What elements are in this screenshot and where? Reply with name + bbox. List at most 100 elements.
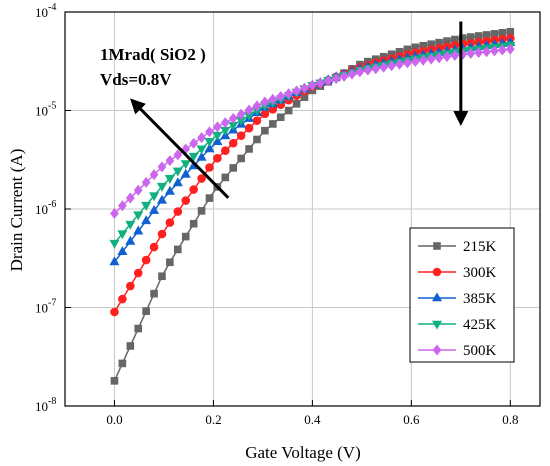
data-point-500K	[363, 64, 373, 76]
data-point-300K	[133, 268, 143, 278]
data-point-500K	[268, 93, 278, 105]
data-point-500K	[292, 85, 301, 97]
data-point-500K	[482, 46, 491, 58]
data-point-215K	[158, 272, 166, 281]
data-point-385K	[164, 185, 175, 195]
data-point-425K	[188, 152, 199, 162]
y-tick-base: 10	[35, 104, 48, 119]
trend-arrow-1	[130, 98, 230, 199]
data-point-500K	[442, 51, 452, 63]
data-point-215K	[181, 232, 190, 241]
data-point-500K	[490, 45, 499, 57]
data-point-300K	[221, 146, 230, 156]
data-point-500K	[220, 117, 230, 129]
data-point-215K	[150, 289, 158, 298]
data-point-300K	[236, 131, 246, 140]
y-tick-base: 10	[35, 301, 48, 316]
data-point-385K	[117, 246, 128, 255]
data-point-215K	[134, 324, 143, 333]
y-tick-exponent: -5	[48, 101, 56, 112]
x-tick-label: 0.6	[403, 412, 420, 427]
data-point-500K	[474, 47, 484, 59]
legend-item-500K: 500K	[418, 343, 497, 359]
data-point-500K	[315, 77, 325, 89]
y-tick-label: 10-6	[35, 199, 56, 217]
data-point-500K	[371, 63, 381, 75]
data-point-300K	[205, 163, 214, 172]
data-point-500K	[173, 149, 183, 161]
data-point-500K	[426, 53, 436, 65]
data-point-500K	[228, 112, 238, 124]
data-point-500K	[308, 79, 317, 91]
data-point-215K	[126, 342, 135, 350]
data-point-500K	[347, 68, 357, 80]
data-point-500K	[110, 208, 119, 219]
legend-marker	[431, 320, 443, 330]
annotation-material: 1Mrad( SiO2 )	[100, 45, 206, 64]
axis-ticks: 0.0 0.2 0.4 0.6 0.810-810-710-610-510-4	[35, 2, 518, 427]
y-axis-title: Drain Current (A)	[7, 149, 26, 272]
series-layer	[109, 27, 516, 385]
data-point-425K	[141, 201, 152, 211]
data-point-215K	[229, 164, 238, 172]
data-point-300K	[181, 196, 191, 205]
data-point-500K	[418, 54, 428, 66]
data-point-500K	[260, 96, 270, 108]
data-point-500K	[387, 60, 396, 72]
y-tick-exponent: -8	[48, 396, 56, 407]
data-point-500K	[331, 73, 341, 85]
x-tick-label: 0.0	[106, 412, 122, 427]
data-point-500K	[149, 169, 159, 181]
data-point-500K	[395, 58, 404, 70]
data-point-385K	[125, 235, 136, 245]
data-point-215K	[142, 307, 150, 315]
data-point-215K	[118, 359, 127, 368]
legend-marker	[433, 242, 441, 250]
data-point-500K	[213, 121, 222, 133]
legend-box	[409, 227, 515, 363]
legend-item-300K: 300K	[418, 265, 497, 281]
data-point-215K	[237, 154, 245, 163]
data-point-300K	[244, 123, 254, 133]
legend-item-385K: 385K	[418, 291, 497, 307]
y-tick-exponent: -6	[48, 199, 56, 210]
series-500K	[110, 43, 515, 219]
data-point-500K	[236, 108, 246, 120]
data-point-300K	[157, 229, 167, 239]
data-point-385K	[196, 151, 207, 161]
data-point-425K	[180, 160, 191, 170]
data-point-425K	[149, 192, 160, 202]
data-point-300K	[228, 138, 238, 148]
legend-item-215K: 215K	[418, 239, 497, 255]
data-point-385K	[141, 215, 152, 225]
data-point-300K	[126, 281, 135, 291]
arrows-layer	[130, 21, 469, 199]
data-point-425K	[204, 138, 215, 147]
data-point-500K	[323, 75, 333, 87]
x-tick-label: 0.2	[205, 412, 221, 427]
legend-label: 425K	[463, 317, 497, 333]
data-point-215K	[197, 207, 206, 215]
data-point-500K	[498, 44, 507, 56]
data-point-215K	[261, 126, 269, 135]
data-point-215K	[166, 258, 174, 267]
data-point-215K	[253, 135, 261, 144]
data-point-500K	[379, 61, 389, 73]
x-tick-label: 0.4	[304, 412, 321, 427]
data-point-385K	[180, 168, 191, 178]
y-tick-exponent: -4	[48, 2, 56, 13]
legend-label: 385K	[463, 291, 497, 307]
data-point-215K	[174, 245, 182, 254]
data-point-215K	[221, 173, 230, 182]
data-point-425K	[196, 145, 207, 155]
data-point-300K	[213, 153, 222, 163]
data-point-300K	[252, 116, 262, 125]
data-point-500K	[118, 200, 127, 212]
data-point-215K	[276, 113, 285, 122]
annotation-vds: Vds=0.8V	[100, 70, 172, 89]
data-point-215K	[292, 100, 301, 108]
data-point-300K	[149, 242, 159, 252]
data-point-500K	[252, 100, 262, 112]
data-point-500K	[505, 43, 515, 55]
